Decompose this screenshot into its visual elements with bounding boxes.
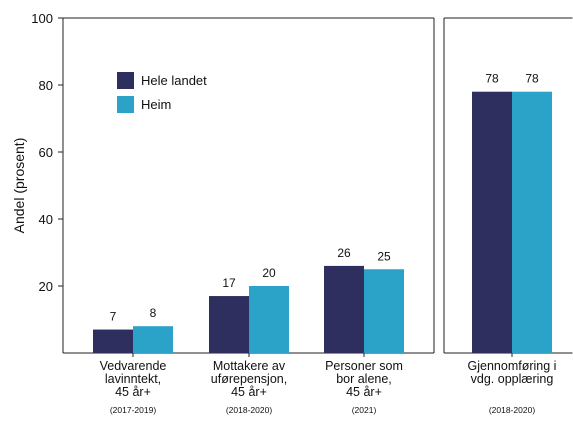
legend-entry-label: Heim xyxy=(141,97,171,112)
x-tick-label: Personer som xyxy=(325,359,403,373)
bar-hele-landet xyxy=(209,296,249,353)
bar-heim xyxy=(512,91,552,353)
x-tick-label: vdg. opplæring xyxy=(471,372,554,386)
data-label: 25 xyxy=(377,249,391,263)
legend-entry-label: Hele landet xyxy=(141,73,207,88)
data-label: 17 xyxy=(222,276,236,290)
bar-heim xyxy=(364,269,404,353)
x-tick-label: 45 år+ xyxy=(346,385,382,399)
data-label: 20 xyxy=(262,266,276,280)
x-tick-label: uførepensjon, xyxy=(211,372,287,386)
x-period-label: (2018-2020) xyxy=(489,405,535,415)
x-tick-label: Vedvarende xyxy=(100,359,167,373)
y-tick-label: 20 xyxy=(39,279,53,294)
x-period-label: (2017-2019) xyxy=(110,405,156,415)
data-label: 26 xyxy=(337,246,351,260)
y-tick-label: 80 xyxy=(39,78,53,93)
y-tick-label: 100 xyxy=(31,11,53,26)
x-tick-label: Gjennomføring i xyxy=(468,359,557,373)
legend: Hele landet Heim xyxy=(117,72,207,113)
data-label: 7 xyxy=(110,310,117,324)
legend-swatch xyxy=(117,96,134,113)
x-period-label: (2021) xyxy=(352,405,377,415)
x-tick-label: lavinntekt, xyxy=(105,372,161,386)
bar-hele-landet xyxy=(324,265,364,353)
data-label: 8 xyxy=(150,306,157,320)
y-tick-label: 60 xyxy=(39,145,53,160)
bar-hele-landet xyxy=(93,329,133,353)
x-tick-label: 45 år+ xyxy=(115,385,151,399)
y-tick-label: 40 xyxy=(39,212,53,227)
data-label: 78 xyxy=(525,72,539,86)
x-tick-label: bor alene, xyxy=(336,372,392,386)
bars-layer xyxy=(93,91,552,353)
y-axis-title: Andel (prosent) xyxy=(11,138,27,234)
bar-heim xyxy=(249,286,289,353)
legend-swatch xyxy=(117,72,134,89)
bar-hele-landet xyxy=(472,91,512,353)
x-tick-label: 45 år+ xyxy=(231,385,267,399)
bar-heim xyxy=(133,326,173,353)
x-tick-label: Mottakere av xyxy=(213,359,286,373)
data-label: 78 xyxy=(485,72,499,86)
x-period-label: (2018-2020) xyxy=(226,405,272,415)
